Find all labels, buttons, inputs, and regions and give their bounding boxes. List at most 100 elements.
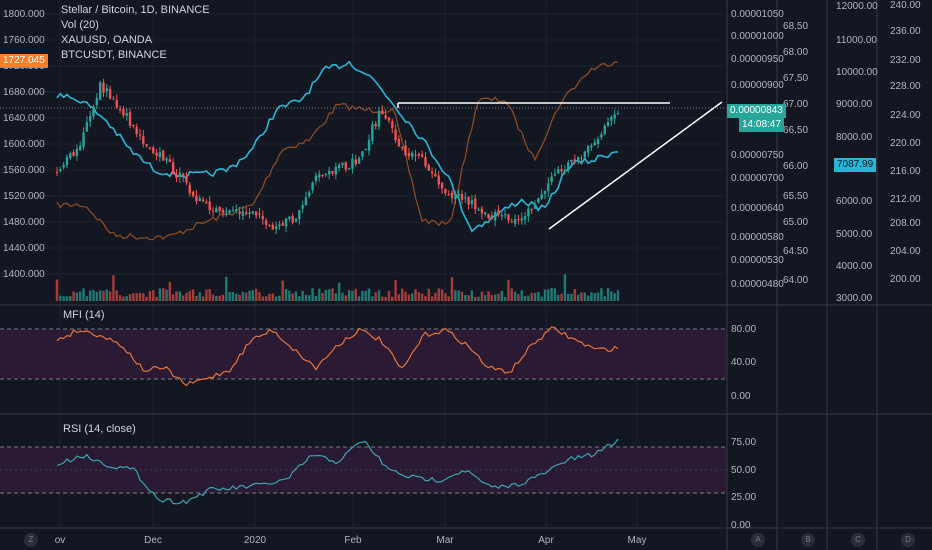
time-axis-label: Mar [436, 535, 454, 546]
rsi-band [0, 447, 727, 493]
left-axis-label: 1520.000 [3, 191, 45, 202]
price-axis-label: 0.00000750 [731, 150, 784, 161]
candle-body [115, 100, 118, 108]
axis2-label: 65.50 [783, 191, 808, 202]
volume-bar [517, 294, 520, 301]
candle-body [341, 162, 344, 165]
candle-body [424, 157, 427, 167]
corner-button-z[interactable]: Z [24, 533, 38, 547]
volume-bar [464, 295, 467, 301]
mfi-line [56, 326, 619, 387]
candle-body [583, 151, 587, 158]
volume-bar [550, 288, 553, 301]
btc-axis-label: 5000.00 [836, 229, 873, 240]
corner-button-a[interactable]: A [751, 533, 765, 547]
volume-bar [271, 293, 274, 301]
candle-body [401, 147, 404, 149]
volume-bar [543, 289, 547, 301]
volume-bar [251, 290, 255, 301]
candle-body [417, 153, 421, 156]
candle-body [185, 176, 188, 183]
volume-bar [573, 289, 577, 301]
volume-bar [420, 293, 424, 301]
left-axis-label: 1440.000 [3, 243, 45, 254]
candle-body [79, 145, 82, 151]
axis2-label: 66.00 [783, 161, 808, 172]
volume-bar [480, 291, 484, 301]
btc-axis-label: 10000.00 [836, 67, 878, 78]
corner-button-b[interactable]: B [801, 533, 815, 547]
volume-bar [155, 296, 158, 301]
btc-axis-label: 12000.00 [836, 1, 878, 12]
candle-body [530, 209, 533, 211]
candle-body [606, 122, 610, 126]
left-axis-label: 1680.000 [3, 87, 45, 98]
volume-bar [148, 291, 152, 301]
volume-bar [245, 292, 248, 301]
axis2-label: 68.50 [783, 21, 808, 32]
corner-button-c[interactable]: C [851, 533, 865, 547]
volume-bar [407, 294, 411, 301]
volume-bar [138, 292, 142, 301]
candle-body [497, 210, 500, 215]
trendline-drawings[interactable] [0, 101, 727, 230]
volume-bar [454, 290, 457, 301]
candle-body [590, 145, 593, 148]
candle-body [168, 159, 172, 163]
candle-body [294, 218, 298, 222]
candle-body [444, 189, 447, 194]
volume-bar [311, 288, 314, 301]
volume-bar [268, 293, 271, 301]
volume-bar [75, 292, 79, 301]
chart-legend: Stellar / Bitcoin, 1D, BINANCE Vol (20) … [61, 3, 210, 63]
volume-bar [417, 292, 421, 301]
candle-body [301, 205, 304, 209]
volume-bar [474, 296, 477, 301]
candle-body [258, 213, 261, 215]
candle-body [102, 82, 105, 93]
volume-bar [308, 295, 311, 301]
volume-bar [391, 296, 394, 301]
candle-body [261, 216, 265, 220]
candle-body [321, 175, 324, 177]
price-axis-label: 0.00001000 [731, 31, 784, 42]
rsi-pane-title: RSI (14, close) [63, 423, 136, 435]
volume-bar [284, 289, 288, 301]
candle-body [420, 154, 424, 157]
grid-lines [0, 0, 727, 528]
candle-body [278, 224, 281, 227]
volume-bar [158, 288, 162, 301]
volume-bar [401, 288, 404, 301]
volume-bar [563, 274, 567, 301]
candle-body [288, 216, 291, 219]
volume-bar [195, 295, 198, 301]
candle-body [610, 116, 613, 121]
rsi-axis-label: 0.00 [731, 520, 751, 531]
corner-button-d[interactable]: D [901, 533, 915, 547]
volume-bar [527, 295, 530, 301]
volume-bar [490, 294, 494, 301]
candle-body [540, 194, 543, 199]
candle-body [430, 171, 434, 174]
candle-body [570, 159, 573, 162]
candle-body [410, 152, 414, 157]
xauusd-line [56, 61, 619, 241]
volume-bar [55, 279, 59, 301]
candle-body [298, 210, 301, 220]
candle-body [547, 183, 550, 192]
time-axis-label: 2020 [244, 535, 267, 546]
volume-bar [557, 294, 560, 301]
candle-body [460, 194, 464, 200]
volume-bar [142, 293, 145, 301]
candle-body [128, 112, 132, 126]
volume-bar [168, 281, 172, 301]
candle-body [118, 108, 122, 110]
volume-bar [334, 293, 338, 301]
volume-bar [371, 296, 374, 301]
volume-bar [364, 290, 367, 301]
axis4-label: 208.00 [890, 218, 921, 229]
xau-price-tag: 1727.045 [0, 54, 48, 68]
candle-body [457, 194, 460, 196]
